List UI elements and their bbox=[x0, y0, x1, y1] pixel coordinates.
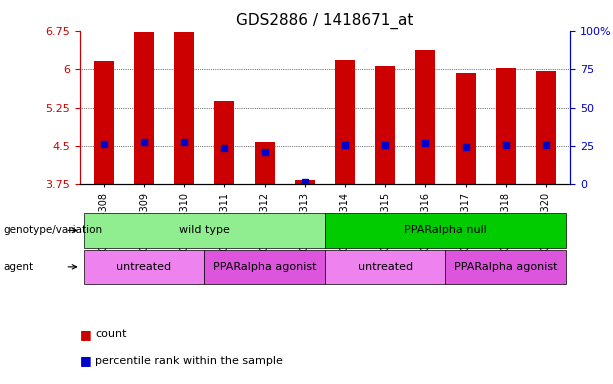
Bar bbox=[174, 32, 194, 184]
Bar bbox=[134, 32, 154, 184]
Text: wild type: wild type bbox=[179, 225, 230, 235]
Text: percentile rank within the sample: percentile rank within the sample bbox=[95, 356, 283, 366]
Text: ■: ■ bbox=[80, 354, 91, 367]
Text: PPARalpha agonist: PPARalpha agonist bbox=[454, 262, 558, 272]
Bar bbox=[295, 180, 315, 184]
Bar bbox=[536, 71, 556, 184]
Bar bbox=[335, 60, 355, 184]
Text: PPARalpha null: PPARalpha null bbox=[404, 225, 487, 235]
Text: ■: ■ bbox=[80, 328, 91, 341]
Text: untreated: untreated bbox=[116, 262, 172, 272]
Text: agent: agent bbox=[3, 262, 33, 272]
Bar bbox=[254, 142, 275, 184]
Bar bbox=[94, 61, 114, 184]
Text: genotype/variation: genotype/variation bbox=[3, 225, 102, 235]
Bar bbox=[375, 66, 395, 184]
Bar bbox=[416, 50, 435, 184]
Text: count: count bbox=[95, 329, 126, 339]
Bar bbox=[215, 101, 234, 184]
Title: GDS2886 / 1418671_at: GDS2886 / 1418671_at bbox=[236, 13, 414, 29]
Text: untreated: untreated bbox=[357, 262, 413, 272]
Bar bbox=[455, 73, 476, 184]
Text: PPARalpha agonist: PPARalpha agonist bbox=[213, 262, 316, 272]
Bar bbox=[496, 68, 516, 184]
